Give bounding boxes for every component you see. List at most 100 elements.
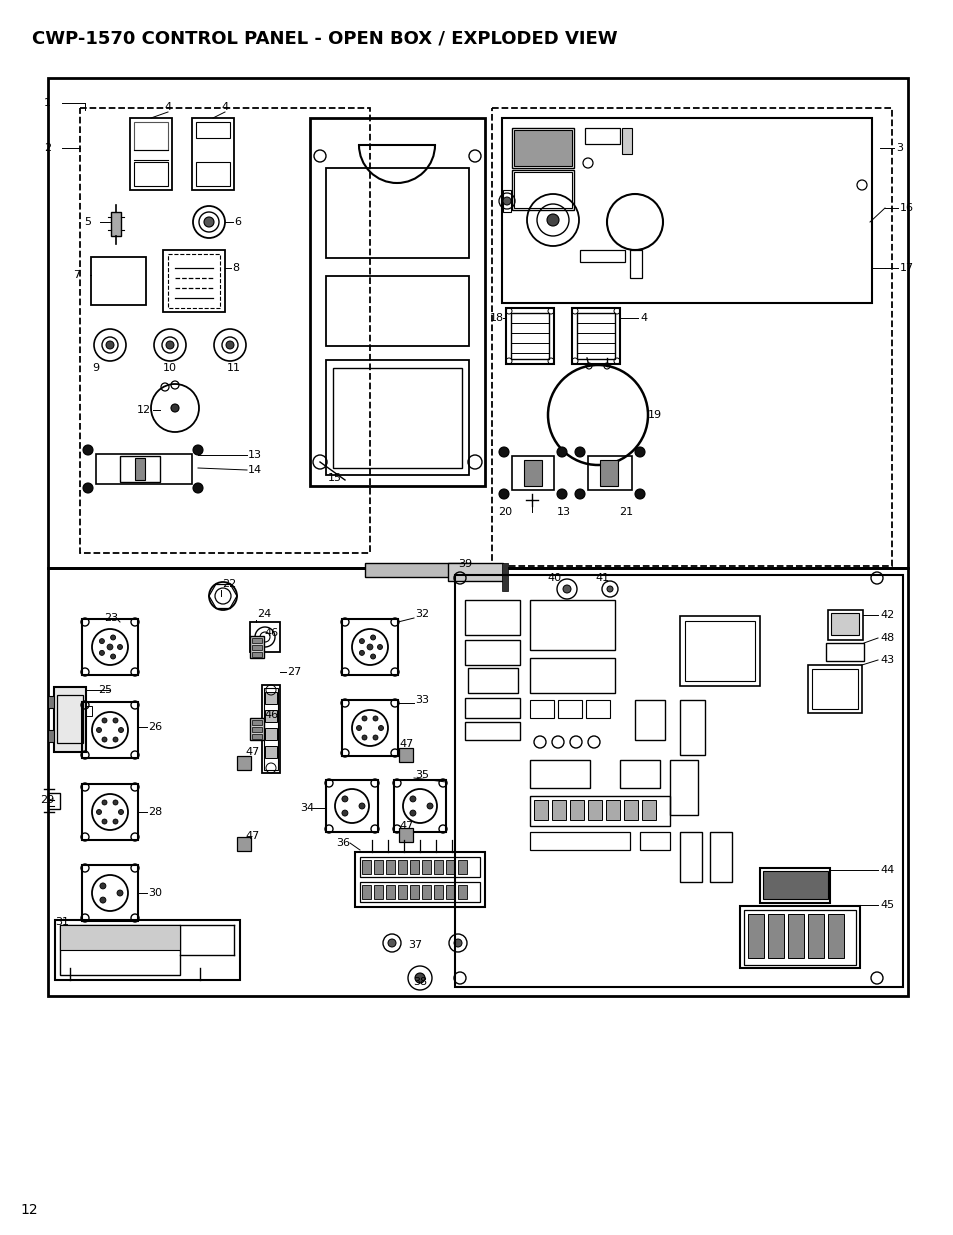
Circle shape [111, 655, 115, 659]
Bar [252, 734, 262, 739]
Text: 4: 4 [221, 103, 229, 112]
Bar [530, 760, 589, 788]
Circle shape [410, 795, 416, 802]
Circle shape [83, 445, 92, 454]
Circle shape [111, 635, 115, 640]
Bar [135, 458, 145, 480]
Bar [569, 800, 583, 820]
Bar [446, 885, 455, 899]
Bar [48, 697, 54, 708]
Bar [421, 885, 431, 899]
Bar [530, 797, 669, 826]
Bar [359, 857, 479, 877]
Bar [359, 882, 479, 902]
Bar [82, 701, 138, 758]
Bar [48, 730, 54, 742]
Bar [830, 613, 858, 635]
Bar [361, 885, 371, 899]
Bar [421, 860, 431, 874]
Text: 46: 46 [264, 629, 278, 638]
Text: 3: 3 [895, 143, 902, 153]
Bar [333, 368, 461, 468]
Bar [192, 119, 233, 190]
Bar [374, 860, 382, 874]
Bar [54, 687, 86, 752]
Bar [398, 748, 413, 762]
Circle shape [557, 489, 566, 499]
Bar [448, 563, 502, 580]
Circle shape [102, 819, 107, 824]
Circle shape [193, 445, 203, 454]
Circle shape [83, 483, 92, 493]
Text: 29: 29 [40, 795, 54, 805]
Bar [397, 885, 407, 899]
Bar [265, 746, 276, 758]
Bar [326, 781, 377, 832]
Text: 24: 24 [256, 609, 271, 619]
Circle shape [112, 819, 118, 824]
Circle shape [498, 447, 509, 457]
Text: 14: 14 [248, 466, 262, 475]
Text: 19: 19 [647, 410, 661, 420]
Circle shape [102, 718, 107, 722]
Circle shape [377, 645, 382, 650]
Bar [464, 600, 519, 635]
Bar [825, 643, 863, 661]
Text: 23: 23 [104, 613, 118, 622]
Bar [641, 800, 656, 820]
Circle shape [112, 737, 118, 742]
Text: 9: 9 [92, 363, 99, 373]
Circle shape [498, 489, 509, 499]
Bar [577, 312, 615, 359]
Bar [457, 885, 467, 899]
Bar [827, 610, 862, 640]
Circle shape [204, 217, 213, 227]
Circle shape [341, 795, 348, 802]
Circle shape [171, 404, 179, 412]
Bar [464, 722, 519, 740]
Bar [807, 664, 862, 713]
Circle shape [361, 716, 367, 721]
Text: 2: 2 [44, 143, 51, 153]
Bar [163, 249, 225, 312]
Bar [584, 128, 619, 144]
Bar [397, 860, 407, 874]
Bar [60, 925, 180, 950]
Bar [82, 784, 138, 840]
Circle shape [102, 800, 107, 805]
Circle shape [575, 447, 584, 457]
Circle shape [546, 214, 558, 226]
Text: 32: 32 [415, 609, 429, 619]
Bar [669, 760, 698, 815]
Circle shape [410, 810, 416, 816]
Text: 42: 42 [879, 610, 893, 620]
Bar [530, 658, 615, 693]
Text: 45: 45 [879, 900, 893, 910]
Bar [679, 700, 704, 755]
Bar [120, 456, 160, 482]
Bar [468, 668, 517, 693]
Bar [55, 920, 240, 981]
Bar [709, 832, 731, 882]
Circle shape [359, 638, 364, 643]
Bar [386, 860, 395, 874]
Bar [434, 885, 442, 899]
Bar [501, 119, 871, 303]
Text: 47: 47 [245, 831, 259, 841]
Bar [48, 793, 60, 809]
Bar [464, 640, 519, 664]
Text: 17: 17 [899, 263, 913, 273]
Bar [82, 619, 138, 676]
Bar [599, 459, 618, 487]
Bar [250, 718, 264, 740]
Text: 4: 4 [164, 103, 172, 112]
Bar [57, 695, 83, 743]
Text: CWP-1570 CONTROL PANEL - OPEN BOX / EXPLODED VIEW: CWP-1570 CONTROL PANEL - OPEN BOX / EXPL… [32, 28, 617, 47]
Bar [48, 568, 907, 995]
Text: 46: 46 [264, 710, 278, 720]
Text: 39: 39 [457, 559, 472, 569]
Bar [341, 700, 397, 756]
Text: 12: 12 [137, 405, 151, 415]
Circle shape [358, 803, 365, 809]
Circle shape [117, 890, 123, 897]
